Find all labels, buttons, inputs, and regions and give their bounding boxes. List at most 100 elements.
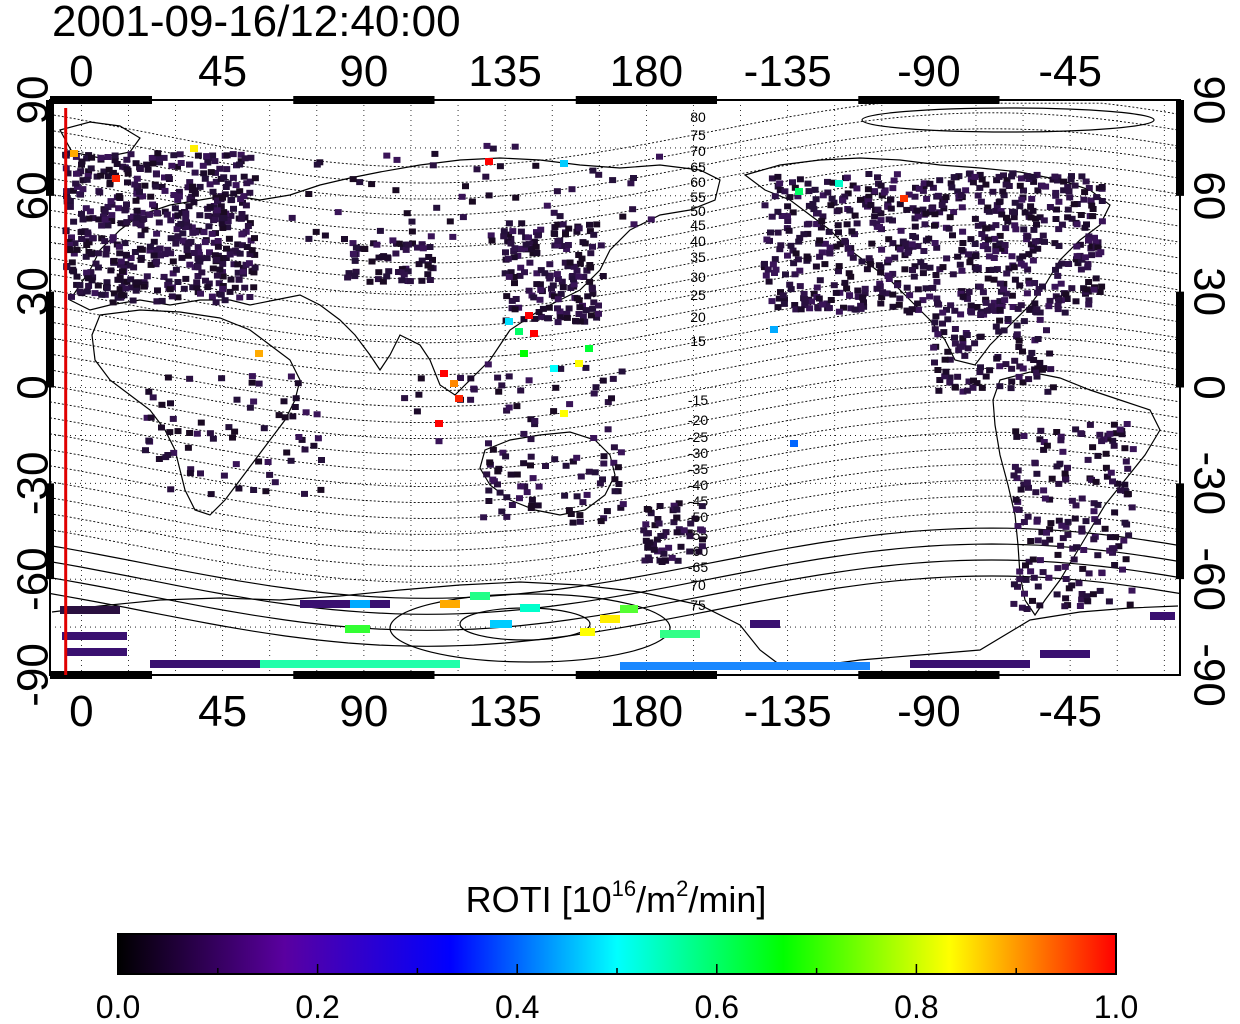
roti-cell (1128, 504, 1136, 511)
roti-cell (234, 241, 242, 248)
roti-cell (78, 236, 86, 242)
roti-cell (1098, 570, 1106, 577)
roti-cell (146, 247, 154, 254)
roti-cell (212, 299, 220, 306)
axis-tick-label: 90 (9, 76, 58, 125)
roti-cell (1064, 206, 1072, 213)
roti-cell (418, 277, 426, 284)
roti-cell-high (440, 370, 448, 377)
roti-cell (977, 333, 985, 340)
roti-cell (570, 263, 578, 270)
roti-cell (1094, 518, 1101, 525)
roti-cell (780, 300, 788, 307)
roti-cell (194, 152, 202, 159)
roti-cell (972, 253, 980, 260)
roti-cell (794, 193, 802, 200)
roti-cell (774, 208, 782, 215)
roti-cell (1081, 254, 1089, 261)
roti-cell (554, 319, 562, 326)
roti-cell (210, 239, 218, 246)
roti-band (620, 662, 870, 670)
roti-cell (1081, 189, 1089, 196)
roti-cell (64, 170, 72, 177)
roti-cell (457, 375, 464, 381)
roti-cell (583, 491, 591, 498)
roti-cell-high (435, 420, 443, 427)
contour-label: 35 (690, 249, 706, 265)
roti-cell (823, 300, 831, 307)
roti-cell (1029, 597, 1036, 604)
roti-cell (982, 225, 990, 232)
roti-cell (878, 294, 886, 300)
roti-cell (824, 189, 832, 196)
roti-cell (950, 174, 958, 181)
roti-cell (527, 436, 535, 443)
roti-cell (1092, 275, 1100, 282)
roti-cell (996, 280, 1004, 287)
roti-cell (951, 326, 959, 332)
roti-cell (796, 176, 804, 183)
roti-cell (1040, 446, 1048, 453)
axis-tick-label: -90 (897, 47, 961, 96)
roti-cell (650, 546, 658, 553)
roti-cell (246, 189, 254, 196)
roti-cell (1038, 366, 1046, 373)
roti-cell (111, 157, 119, 164)
roti-cell (562, 462, 570, 469)
roti-cell (402, 246, 410, 253)
roti-cell (825, 305, 833, 311)
roti-cell (79, 177, 87, 184)
roti-cell (550, 209, 558, 216)
roti-cell (959, 240, 967, 246)
roti-cell (984, 246, 992, 253)
roti-cell (389, 237, 397, 244)
roti-cell (1073, 243, 1081, 250)
roti-cell (1088, 252, 1096, 259)
roti-cell (1016, 282, 1024, 289)
roti-cell (166, 429, 174, 436)
roti-cell (926, 209, 934, 216)
roti-cell (660, 550, 668, 557)
roti-cell (942, 368, 950, 375)
roti-cell (76, 288, 84, 295)
roti-band (470, 592, 490, 600)
roti-cell (821, 240, 829, 247)
roti-cell (537, 313, 545, 320)
roti-cell (1063, 296, 1071, 302)
roti-cell (488, 237, 496, 244)
roti-cell (1054, 306, 1062, 313)
roti-cell (925, 235, 933, 242)
roti-cell (1010, 600, 1018, 607)
roti-cell (552, 384, 560, 391)
roti-cell (222, 255, 230, 261)
roti-cell (217, 203, 225, 210)
roti-cell (1034, 365, 1042, 372)
roti-cell (494, 481, 501, 488)
roti-cell (232, 461, 240, 468)
roti-cell (1023, 173, 1031, 180)
roti-cell (977, 198, 985, 205)
roti-cell (132, 219, 140, 225)
roti-cell (969, 384, 977, 391)
roti-cell (955, 347, 963, 354)
roti-cell (1041, 495, 1049, 502)
roti-cell (498, 382, 506, 389)
roti-cell (513, 403, 521, 410)
roti-cell (1051, 240, 1059, 247)
roti-cell (1075, 580, 1083, 587)
roti-cell (911, 263, 919, 270)
contour-label: 75 (690, 127, 706, 143)
roti-cell (1021, 590, 1028, 597)
roti-cell (219, 285, 227, 292)
roti-cell (536, 281, 544, 288)
roti-cell (906, 292, 914, 299)
roti-cell (137, 232, 145, 239)
roti-cell (627, 180, 635, 187)
roti-cell (375, 254, 383, 261)
roti-cell (291, 404, 299, 410)
roti-cell (883, 290, 891, 297)
roti-cell (967, 236, 975, 243)
roti-cell (104, 222, 112, 229)
roti-cell (1068, 582, 1076, 589)
roti-cell (958, 204, 966, 211)
